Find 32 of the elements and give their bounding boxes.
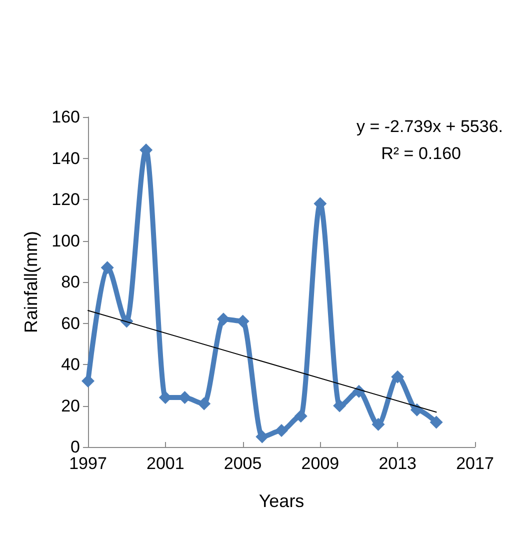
x-tick-label: 1997 — [69, 454, 107, 473]
x-tick-label: 2013 — [378, 454, 417, 473]
x-tick-label: 2001 — [146, 454, 184, 473]
y-tick-label: 120 — [52, 190, 80, 209]
x-axis-title: Years — [258, 491, 304, 511]
annotation: y = -2.739x + 5536. — [356, 117, 504, 136]
y-tick-label: 60 — [61, 314, 80, 333]
point — [256, 430, 269, 444]
point — [100, 261, 114, 274]
point — [236, 314, 250, 328]
point — [294, 410, 308, 423]
point — [430, 416, 443, 429]
point — [333, 399, 346, 412]
y-axis-title: Rainfall(mm) — [21, 230, 41, 334]
y-tick-label: 80 — [61, 272, 80, 292]
y-tick-label: 40 — [61, 355, 80, 374]
point — [410, 403, 424, 416]
y-tick-label: 140 — [52, 148, 80, 168]
point — [372, 418, 385, 431]
annotation: R² = 0.160 — [381, 144, 462, 163]
x-tick-label: 2009 — [301, 454, 340, 473]
y-tick-label: 160 — [52, 108, 80, 126]
point — [216, 312, 230, 326]
y-tick-label: 0 — [70, 438, 80, 456]
y-tick-label: 100 — [52, 231, 80, 250]
point — [82, 374, 94, 388]
x-tick-label: 2005 — [224, 454, 262, 473]
y-tick-label: 20 — [61, 396, 80, 416]
x-tick-label: 2017 — [456, 454, 494, 473]
point — [275, 424, 288, 437]
point — [391, 370, 404, 384]
point — [198, 397, 211, 410]
